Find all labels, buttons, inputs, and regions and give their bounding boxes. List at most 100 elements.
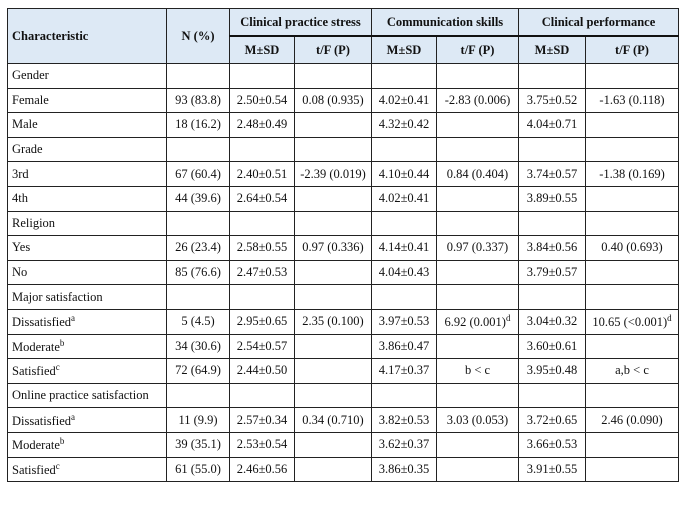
table-cell: 2.64±0.54 — [229, 185, 295, 212]
table-cell — [518, 284, 586, 310]
row-label: Male — [7, 112, 167, 138]
table-cell: 72 (64.9) — [166, 358, 230, 384]
table-cell — [166, 382, 230, 409]
cell-value: 2.40±0.51 — [236, 166, 288, 181]
cell-value: 4.04±0.71 — [526, 117, 578, 132]
table-row: Online practice satisfaction — [7, 382, 679, 409]
table-cell: 3.60±0.61 — [518, 333, 586, 360]
row-label: Grade — [7, 136, 167, 163]
cell-value: 67 (60.4) — [175, 166, 221, 181]
cell-value: 0.84 (0.404) — [446, 166, 509, 181]
table-cell: -1.63 (0.118) — [585, 87, 679, 114]
table-cell — [518, 382, 586, 409]
cell-value: 2.95±0.65 — [236, 314, 288, 329]
row-label-text: Online practice satisfaction — [12, 388, 149, 403]
table-cell — [518, 136, 586, 163]
cell-value: 72 (64.9) — [175, 363, 221, 378]
cell-value: 2.48±0.49 — [236, 117, 288, 132]
cell-value: a,b < c — [615, 363, 649, 378]
table-cell — [518, 63, 586, 89]
table-row: Satisfiedc 72 (64.9) 2.44±0.50 4.17±0.37 b <… — [7, 358, 679, 384]
cell-value: 3.86±0.47 — [378, 338, 430, 353]
table-cell — [585, 63, 679, 89]
table-row: Female 93 (83.8) 2.50±0.54 0.08 (0.935) 4.02… — [7, 87, 679, 114]
row-label: Yes — [7, 235, 167, 261]
cell-value: 3.82±0.53 — [378, 412, 430, 427]
table-cell: 3.04±0.32 — [518, 308, 586, 335]
table-cell: 4.14±0.41 — [371, 235, 437, 261]
results-table: Characteristic N (%) Clinical practice s… — [7, 8, 679, 483]
table-cell: 3.74±0.57 — [518, 161, 586, 187]
table-cell — [585, 456, 679, 483]
cell-value: 34 (30.6) — [175, 338, 221, 353]
table-cell: 2.58±0.55 — [229, 235, 295, 261]
row-label: Religion — [7, 210, 167, 237]
table-cell — [294, 185, 372, 212]
table-cell: 2.57±0.34 — [229, 407, 295, 433]
table-cell — [518, 210, 586, 237]
cell-value: 3.86±0.35 — [378, 461, 430, 476]
table-cell — [585, 210, 679, 237]
table-cell — [585, 136, 679, 163]
cell-value: 5 (4.5) — [181, 314, 215, 329]
cell-value: 3.62±0.37 — [378, 437, 430, 452]
table-cell — [166, 284, 230, 310]
table-cell: 4.04±0.71 — [518, 112, 586, 138]
table-row: 4th 44 (39.6) 2.64±0.54 4.02±0.41 3.89±0.55 — [7, 185, 679, 212]
footnote-marker: c — [55, 460, 60, 471]
table-cell: -2.83 (0.006) — [436, 87, 519, 114]
cell-value: -2.39 (0.019) — [300, 166, 366, 181]
table-cell: 18 (16.2) — [166, 112, 230, 138]
header-performance: Clinical performance — [518, 8, 679, 37]
table-row: 3rd 67 (60.4) 2.40±0.51 -2.39 (0.019) 4.10±0… — [7, 161, 679, 187]
table-cell — [229, 63, 295, 89]
footnote-marker: b — [59, 337, 65, 348]
cell-value: 0.97 (0.336) — [302, 240, 364, 255]
footnote-marker: a — [71, 313, 76, 324]
table-cell: 85 (76.6) — [166, 259, 230, 286]
cell-value: 2.47±0.53 — [236, 265, 288, 280]
table-cell: 39 (35.1) — [166, 431, 230, 458]
header-communication: Communication skills — [371, 8, 519, 37]
table-cell — [294, 333, 372, 360]
table-cell: 0.97 (0.337) — [436, 235, 519, 261]
table-cell — [294, 210, 372, 237]
header-stress: Clinical practice stress — [229, 8, 372, 37]
cell-value: 3.74±0.57 — [526, 166, 578, 181]
table-cell — [166, 63, 230, 89]
table-cell — [166, 210, 230, 237]
table-cell: 3.84±0.56 — [518, 235, 586, 261]
cell-value: 4.04±0.43 — [378, 265, 430, 280]
header-msd: M±SD — [229, 35, 295, 64]
table-cell: 0.34 (0.710) — [294, 407, 372, 433]
table-cell: 2.48±0.49 — [229, 112, 295, 138]
table-row: Moderateb 39 (35.1) 2.53±0.54 3.62±0.37 3.66… — [7, 431, 679, 458]
cell-value: 2.50±0.54 — [236, 92, 288, 107]
row-label-text: Satisfied — [12, 364, 56, 379]
row-label-text: No — [12, 265, 28, 280]
row-label: Online practice satisfaction — [7, 382, 167, 409]
row-label-text: Male — [12, 117, 38, 132]
table-cell: 3.82±0.53 — [371, 407, 437, 433]
table-cell — [585, 333, 679, 360]
row-label-text: Dissatisfied — [12, 315, 72, 330]
cell-value: 2.44±0.50 — [236, 363, 288, 378]
table-cell: -1.38 (0.169) — [585, 161, 679, 187]
cell-value: 3.91±0.55 — [526, 461, 578, 476]
row-label: Moderateb — [7, 431, 167, 458]
table-cell: 34 (30.6) — [166, 333, 230, 360]
row-label-text: Dissatisfied — [12, 413, 72, 428]
cell-value: 3.60±0.61 — [526, 338, 578, 353]
cell-value: 0.34 (0.710) — [302, 412, 364, 427]
cell-value: 18 (16.2) — [175, 117, 221, 132]
cell-value: 6.92 (0.001) — [444, 315, 506, 330]
header-characteristic: Characteristic — [7, 8, 167, 64]
table-cell — [436, 259, 519, 286]
cell-value: 2.54±0.57 — [236, 338, 288, 353]
table-cell — [294, 259, 372, 286]
table-cell: 2.53±0.54 — [229, 431, 295, 458]
row-label-text: 4th — [12, 191, 28, 206]
table-cell: 10.65 (<0.001)d — [585, 308, 679, 335]
table-row: Yes 26 (23.4) 2.58±0.55 0.97 (0.336) 4.14±0.… — [7, 235, 679, 261]
cell-value: b < c — [464, 363, 491, 378]
